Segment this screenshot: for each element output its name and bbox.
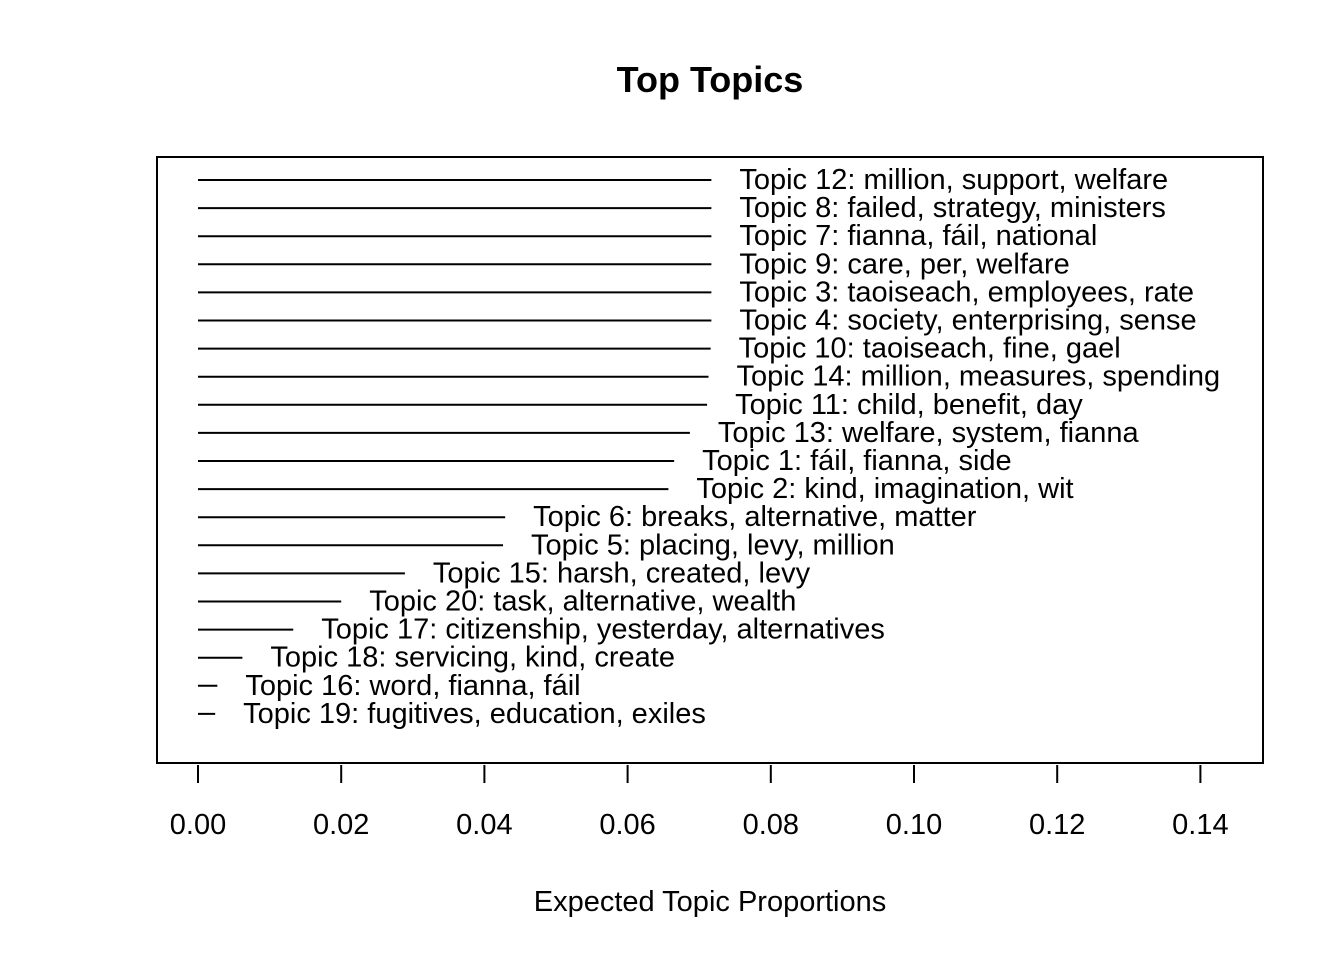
topic-label: Topic 7: fianna, fáil, national <box>739 220 1097 252</box>
topic-label: Topic 18: servicing, kind, create <box>270 642 675 674</box>
x-tick-label: 0.08 <box>743 809 799 841</box>
x-tick-label: 0.02 <box>313 809 369 841</box>
topic-label: Topic 8: failed, strategy, ministers <box>739 192 1166 224</box>
topic-label: Topic 13: welfare, system, fianna <box>718 417 1140 449</box>
topic-label: Topic 6: breaks, alternative, matter <box>533 501 977 533</box>
x-tick-label: 0.10 <box>886 809 942 841</box>
topic-label: Topic 19: fugitives, education, exiles <box>243 698 706 730</box>
x-axis-label: Expected Topic Proportions <box>534 886 887 918</box>
topic-label: Topic 12: million, support, welfare <box>739 164 1168 196</box>
topic-label: Topic 3: taoiseach, employees, rate <box>739 276 1194 308</box>
x-tick-label: 0.00 <box>170 809 226 841</box>
topic-label: Topic 17: citizenship, yesterday, altern… <box>321 614 885 646</box>
plot-frame <box>156 156 1264 764</box>
topic-label: Topic 10: taoiseach, fine, gael <box>739 333 1121 365</box>
topic-label: Topic 11: child, benefit, day <box>735 389 1083 421</box>
topic-label: Topic 9: care, per, welfare <box>739 248 1069 280</box>
topic-label: Topic 4: society, enterprising, sense <box>739 305 1196 337</box>
topic-label: Topic 1: fáil, fianna, side <box>702 445 1012 477</box>
topic-label: Topic 5: placing, levy, million <box>531 529 895 561</box>
x-tick-label: 0.12 <box>1029 809 1085 841</box>
x-tick-label: 0.06 <box>599 809 655 841</box>
topic-label: Topic 2: kind, imagination, wit <box>696 473 1073 505</box>
topic-label: Topic 20: task, alternative, wealth <box>369 586 796 618</box>
topic-marks: Topic 12: million, support, welfareTopic… <box>198 164 1220 730</box>
chart-title: Top Topics <box>617 59 804 100</box>
topic-label: Topic 15: harsh, created, levy <box>433 557 811 589</box>
x-tick-label: 0.14 <box>1172 809 1228 841</box>
topic-label: Topic 16: word, fianna, fáil <box>245 670 580 702</box>
x-tick-label: 0.04 <box>456 809 512 841</box>
x-axis: 0.00 0.02 0.04 0.06 0.08 0.10 0.12 0.14 <box>170 765 1229 841</box>
topic-label: Topic 14: million, measures, spending <box>737 361 1221 393</box>
